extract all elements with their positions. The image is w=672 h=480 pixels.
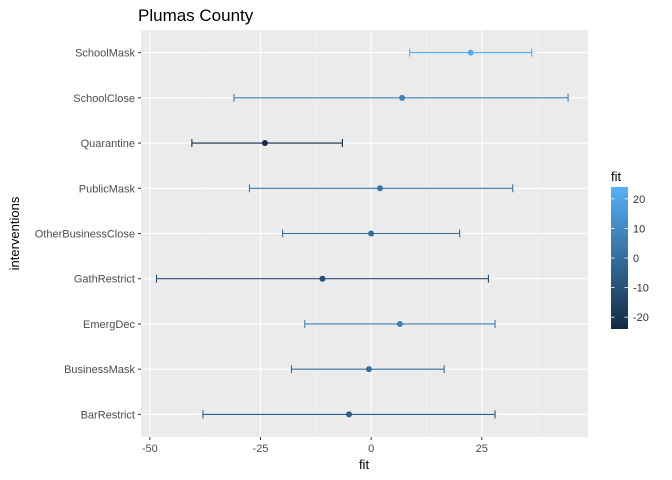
legend-colorbar	[611, 187, 628, 329]
chart-title: Plumas County	[138, 6, 254, 25]
y-tick-label: BusinessMask	[64, 364, 135, 376]
y-tick-label: Quarantine	[81, 138, 135, 150]
point-SchoolMask	[467, 49, 474, 56]
point-GathRestrict	[319, 275, 326, 282]
legend: fit 20 10 0 -10 -20	[611, 169, 649, 329]
y-tick-label: OtherBusinessClose	[35, 229, 135, 241]
x-tick-label: 0	[368, 443, 374, 455]
y-tick-label: SchoolClose	[73, 93, 135, 105]
legend-tick-label: 10	[633, 223, 645, 235]
x-tick-label: -25	[253, 443, 269, 455]
point-OtherBusinessClose	[368, 230, 375, 237]
y-axis-title: interventions	[7, 196, 22, 270]
point-PublicMask	[376, 185, 383, 192]
legend-title: fit	[611, 169, 622, 184]
y-tick-label: GathRestrict	[74, 274, 135, 286]
point-Quarantine	[261, 140, 268, 147]
x-axis: -50 -25 0 25	[142, 437, 488, 455]
x-tick-label: 25	[476, 443, 488, 455]
y-tick-label: PublicMask	[79, 183, 136, 195]
point-SchoolClose	[399, 94, 406, 101]
point-BusinessMask	[365, 366, 372, 373]
y-tick-label: SchoolMask	[75, 48, 135, 60]
legend-ticks: 20 10 0 -10 -20	[611, 194, 649, 324]
legend-tick-label: -10	[633, 283, 649, 295]
y-tick-label: BarRestrict	[81, 409, 135, 421]
legend-tick-label: -20	[633, 312, 649, 324]
data-marks	[155, 48, 569, 419]
y-tick-label: EmergDec	[83, 319, 135, 331]
x-tick-label: -50	[142, 443, 158, 455]
point-BarRestrict	[346, 411, 353, 418]
point-EmergDec	[396, 320, 403, 327]
x-axis-title: fit	[359, 457, 370, 472]
y-axis: SchoolMask SchoolClose Quarantine PublicMas…	[35, 48, 141, 421]
legend-tick-label: 0	[633, 253, 639, 265]
legend-tick-label: 20	[633, 194, 645, 206]
